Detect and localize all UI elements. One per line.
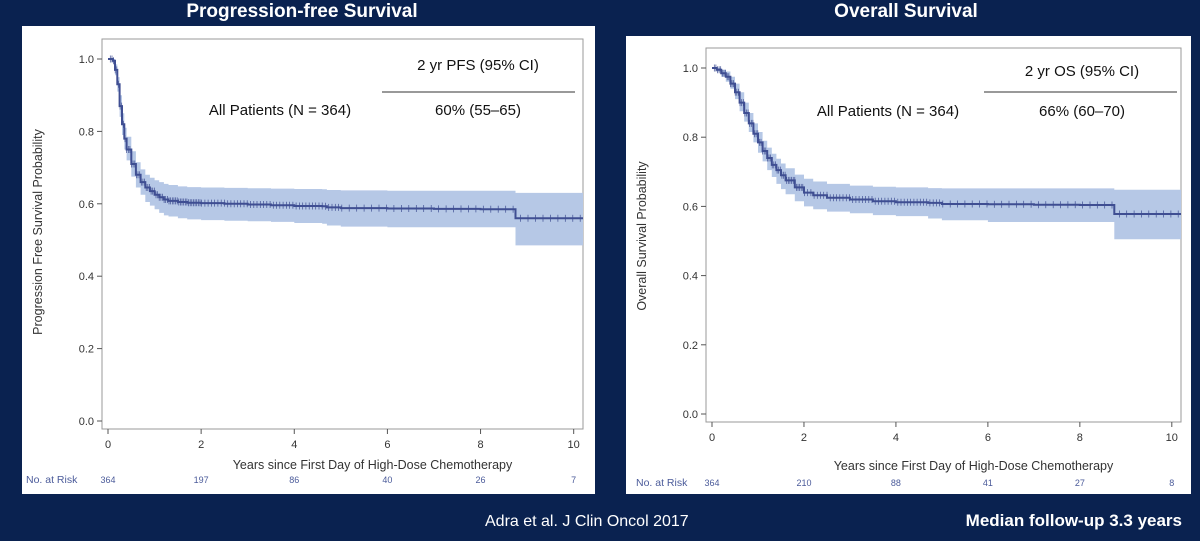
- censor-marks: [713, 64, 1179, 218]
- at-risk-value: 364: [100, 475, 115, 485]
- confidence-band: [108, 59, 583, 246]
- plot-frame: [101, 38, 584, 430]
- x-axis-label: Years since First Day of High-Dose Chemo…: [233, 458, 513, 472]
- at-risk-value: 364: [704, 478, 719, 488]
- y-tick-label: 0.0: [683, 409, 698, 421]
- pfs-chart-panel: 0.0 0.2 0.4 0.6 0.8 1.0 0 2 4 6 8 10 Years since Fir…: [22, 26, 595, 494]
- annotation-row-value: 60% (55–65): [435, 102, 521, 119]
- x-tick-label: 8: [1077, 432, 1083, 444]
- x-tick-label: 2: [198, 439, 204, 451]
- annotation-row-value: 66% (60–70): [1039, 103, 1125, 120]
- at-risk-value: 26: [476, 475, 486, 485]
- at-risk-value: 7: [571, 475, 576, 485]
- x-tick-label: 6: [384, 439, 390, 451]
- x-tick-label: 10: [568, 439, 580, 451]
- x-axis-label: Years since First Day of High-Dose Chemo…: [834, 459, 1114, 473]
- pfs-title: Progression-free Survival: [186, 1, 418, 22]
- y-tick-label: 0.2: [79, 344, 94, 356]
- at-risk-value: 197: [194, 475, 209, 485]
- annotation-header: 2 yr OS (95% CI): [1025, 63, 1139, 80]
- x-tick-label: 2: [801, 432, 807, 444]
- y-tick-label: 0.0: [79, 416, 94, 428]
- y-tick-label: 0.8: [683, 132, 698, 144]
- at-risk-value: 40: [382, 475, 392, 485]
- at-risk-value: 41: [983, 478, 993, 488]
- os-title: Overall Survival: [834, 1, 978, 22]
- x-tick-label: 4: [893, 432, 899, 444]
- at-risk-value: 88: [891, 478, 901, 488]
- y-tick-label: 0.2: [683, 340, 698, 352]
- citation: Adra et al. J Clin Oncol 2017: [485, 513, 689, 530]
- at-risk-label: No. at Risk: [26, 474, 78, 486]
- x-tick-label: 0: [709, 432, 715, 444]
- y-tick-label: 0.4: [683, 271, 698, 283]
- confidence-band: [712, 68, 1181, 240]
- annotation-header: 2 yr PFS (95% CI): [417, 57, 539, 74]
- at-risk-label: No. at Risk: [636, 477, 688, 489]
- x-tick-label: 10: [1166, 432, 1178, 444]
- at-risk-value: 8: [1169, 478, 1174, 488]
- y-tick-label: 1.0: [683, 63, 698, 75]
- os-chart: 0.0 0.2 0.4 0.6 0.8 1.0 0 2 4 6 8 10 Years since Fir…: [635, 47, 1182, 489]
- annotation-row-label: All Patients (N = 364): [209, 102, 351, 119]
- median-followup: Median follow-up 3.3 years: [965, 511, 1182, 530]
- x-tick-label: 4: [291, 439, 297, 451]
- annotation-row-label: All Patients (N = 364): [817, 103, 959, 120]
- at-risk-value: 27: [1075, 478, 1085, 488]
- at-risk-value: 86: [289, 475, 299, 485]
- y-tick-label: 0.8: [79, 126, 94, 138]
- x-tick-label: 6: [985, 432, 991, 444]
- y-tick-label: 0.4: [79, 271, 94, 283]
- x-tick-label: 0: [105, 439, 111, 451]
- at-risk-value: 210: [796, 478, 811, 488]
- os-chart-panel: 0.0 0.2 0.4 0.6 0.8 1.0 0 2 4 6 8 10 Years since Fir…: [626, 36, 1191, 494]
- censor-marks: [109, 55, 581, 222]
- pfs-chart: 0.0 0.2 0.4 0.6 0.8 1.0 0 2 4 6 8 10 Years since Fir…: [26, 38, 584, 486]
- x-tick-label: 8: [477, 439, 483, 451]
- y-axis-label: Overall Survival Probability: [635, 161, 649, 311]
- y-tick-label: 0.6: [683, 201, 698, 213]
- y-tick-label: 1.0: [79, 54, 94, 66]
- y-tick-label: 0.6: [79, 199, 94, 211]
- y-axis-label: Progression Free Survival Probability: [31, 128, 45, 334]
